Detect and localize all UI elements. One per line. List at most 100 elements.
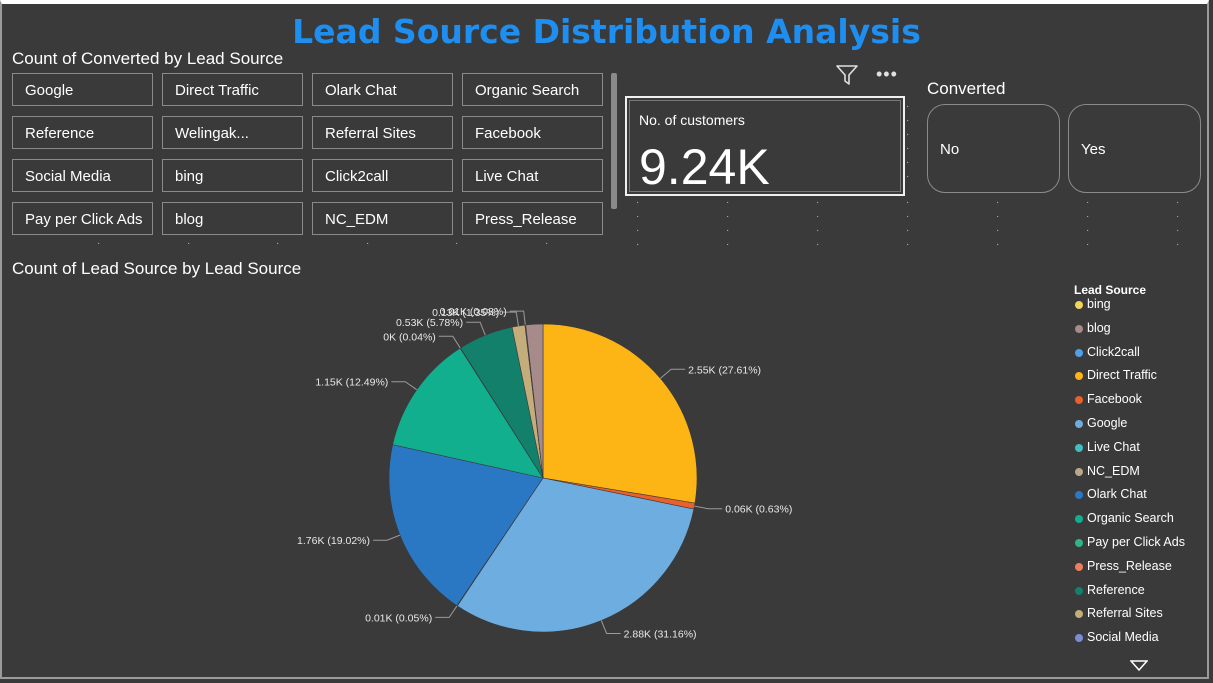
data-label: 0.53K (5.78%) xyxy=(396,317,463,329)
resize-dot: · xyxy=(187,238,191,249)
resize-dot: · xyxy=(276,238,280,249)
legend-label: Pay per Click Ads xyxy=(1087,534,1185,549)
data-label: 0.01K (0.08%) xyxy=(440,306,507,318)
legend-label: Press_Release xyxy=(1087,558,1172,573)
slicer-title: Count of Converted by Lead Source xyxy=(12,49,284,68)
customers-card: No. of customers 9.24K xyxy=(625,96,905,196)
legend-dot xyxy=(1075,324,1083,333)
legend-dot xyxy=(1075,396,1083,405)
slicer-item-nc-edm[interactable]: NC_EDM xyxy=(312,202,453,235)
legend-item[interactable]: Press_Release xyxy=(1074,559,1209,583)
legend-item[interactable]: Direct Traffic xyxy=(1074,368,1209,392)
slicer-item-live-chat[interactable]: Live Chat xyxy=(462,159,603,192)
legend-item[interactable]: blog xyxy=(1074,321,1209,345)
chart-title: Count of Lead Source by Lead Source xyxy=(12,259,302,278)
slicer-item-organic-search[interactable]: Organic Search xyxy=(462,73,603,106)
legend-label: Direct Traffic xyxy=(1087,368,1157,383)
legend-item[interactable]: Referral Sites xyxy=(1074,606,1209,630)
slicer-item-bing[interactable]: bing xyxy=(162,159,303,192)
data-label: 1.15K (12.49%) xyxy=(315,377,388,389)
data-label-leader xyxy=(373,534,401,541)
legend-dot xyxy=(1075,301,1083,309)
legend-item[interactable]: Google xyxy=(1074,416,1209,440)
resize-dot: · xyxy=(545,238,549,249)
slicer-item-pay-per-click-ads[interactable]: Pay per Click Ads xyxy=(12,202,153,235)
legend-dot xyxy=(1075,348,1083,357)
data-label: 2.55K (27.61%) xyxy=(688,364,761,376)
legend-label: Reference xyxy=(1087,582,1145,597)
legend-dot xyxy=(1075,467,1083,476)
legend-dot xyxy=(1075,515,1083,524)
legend-dot xyxy=(1075,419,1083,428)
slicer-item-welingak[interactable]: Welingak... xyxy=(162,116,303,149)
legend-item[interactable]: Click2call xyxy=(1074,345,1209,369)
resize-dot: · xyxy=(366,238,370,249)
data-label-leader xyxy=(502,311,519,327)
data-label: 0K (0.04%) xyxy=(383,331,436,343)
legend-label: Live Chat xyxy=(1087,439,1140,454)
legend-dot xyxy=(1075,372,1083,381)
legend-label: bing xyxy=(1087,297,1111,311)
filter-icon[interactable] xyxy=(836,64,858,86)
legend-item[interactable]: Social Media xyxy=(1074,630,1209,654)
data-label-leader xyxy=(435,605,458,618)
legend-item[interactable]: Live Chat xyxy=(1074,440,1209,464)
data-label-leader xyxy=(466,321,486,336)
legend-dot xyxy=(1075,610,1083,619)
legend-label: blog xyxy=(1087,320,1111,335)
legend-item[interactable]: Pay per Click Ads xyxy=(1074,535,1209,559)
pie-slice[interactable] xyxy=(392,347,544,479)
slicer-item-facebook[interactable]: Facebook xyxy=(462,116,603,149)
legend-item[interactable]: Facebook xyxy=(1074,392,1209,416)
data-label: 1.76K (19.02%) xyxy=(297,535,370,547)
converted-option-yes[interactable]: Yes xyxy=(1068,104,1201,193)
slicer-item-social-media[interactable]: Social Media xyxy=(12,159,153,192)
slicer-item-referral-sites[interactable]: Referral Sites xyxy=(312,116,453,149)
legend-item[interactable]: Olark Chat xyxy=(1074,487,1209,511)
legend-item[interactable]: NC_EDM xyxy=(1074,464,1209,488)
chart-legend: Lead Source bing blog Click2call Direct Tra… xyxy=(1074,283,1209,654)
data-label: 0.01K (0.05%) xyxy=(365,612,432,624)
slicer-item-direct-traffic[interactable]: Direct Traffic xyxy=(162,73,303,106)
legend-label: Organic Search xyxy=(1087,511,1174,526)
legend-dot xyxy=(1075,634,1083,643)
data-label-leader xyxy=(438,335,461,349)
legend-dot xyxy=(1075,443,1083,452)
data-label: 2.88K (31.16%) xyxy=(624,629,697,641)
data-label-leader xyxy=(694,505,723,510)
resize-dot: · xyxy=(455,238,459,249)
legend-dot xyxy=(1075,562,1083,571)
slicer-item-press-release[interactable]: Press_Release xyxy=(462,202,603,235)
legend-label: Social Media xyxy=(1087,630,1159,645)
resize-dot: · xyxy=(97,238,101,249)
converted-title: Converted xyxy=(927,79,1006,98)
data-label: 0.06K (0.63%) xyxy=(725,504,792,516)
slicer-item-google[interactable]: Google xyxy=(12,73,153,106)
slicer-item-olark-chat[interactable]: Olark Chat xyxy=(312,73,453,106)
legend-dot xyxy=(1075,538,1083,547)
pie-slice[interactable] xyxy=(542,323,698,504)
pie-slice[interactable] xyxy=(525,323,544,479)
data-label-leader xyxy=(660,368,686,379)
legend-label: Click2call xyxy=(1087,344,1140,359)
legend-label: Facebook xyxy=(1087,392,1142,407)
legend-label: Olark Chat xyxy=(1087,487,1147,502)
data-label-leader xyxy=(509,310,526,326)
legend-label: NC_EDM xyxy=(1087,463,1140,478)
legend-item[interactable]: bing xyxy=(1074,297,1209,321)
more-options-icon[interactable]: ••• xyxy=(876,64,898,84)
page-title: Lead Source Distribution Analysis xyxy=(292,12,921,51)
legend-label: Google xyxy=(1087,415,1128,430)
data-label: 0.13K (1.35%) xyxy=(432,307,499,319)
chevron-down-icon[interactable] xyxy=(1130,660,1148,672)
data-label-leader xyxy=(391,381,418,391)
slicer-item-blog[interactable]: blog xyxy=(162,202,303,235)
converted-option-no[interactable]: No xyxy=(927,104,1060,193)
slicer-item-reference[interactable]: Reference xyxy=(12,116,153,149)
pie-chart: 2.55K (27.61%) 0.06K (0.63%) 2.88K (31.16%… xyxy=(297,306,792,641)
legend-item[interactable]: Organic Search xyxy=(1074,511,1209,535)
slicer-scrollbar[interactable] xyxy=(611,73,617,209)
card-label: No. of customers xyxy=(639,112,745,128)
legend-item[interactable]: Reference xyxy=(1074,583,1209,607)
slicer-item-click2call[interactable]: Click2call xyxy=(312,159,453,192)
